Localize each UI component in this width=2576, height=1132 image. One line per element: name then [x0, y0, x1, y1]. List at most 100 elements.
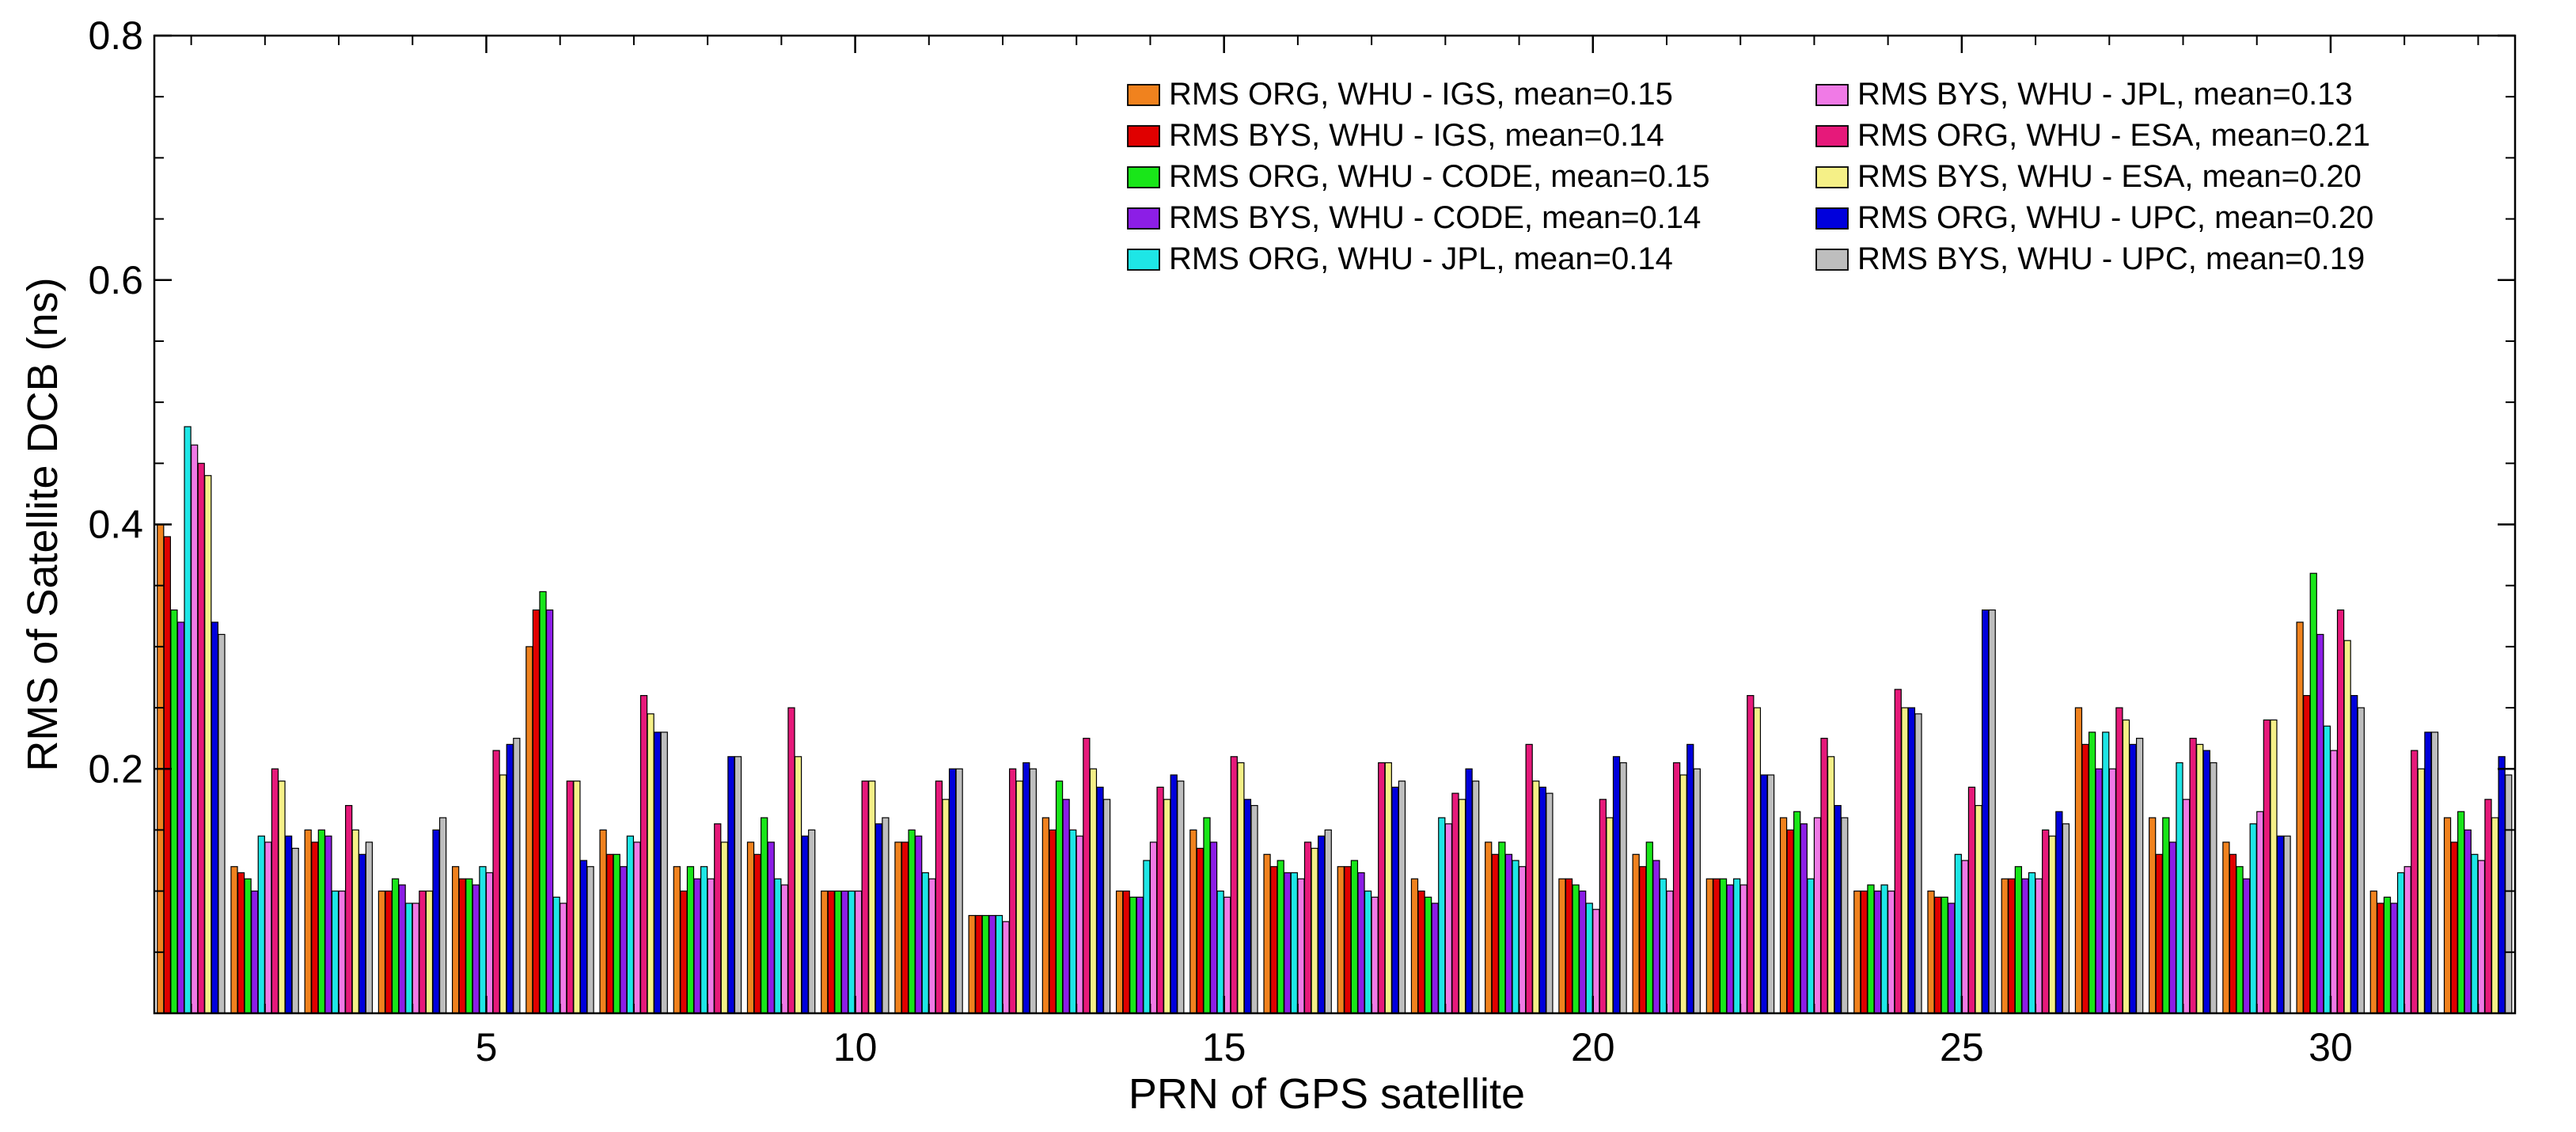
bar-prn11-series2: [901, 841, 909, 1014]
bar-prn17-series6: [1371, 896, 1379, 1014]
legend-label-9: RMS ORG, WHU - UPC, mean=0.20: [1857, 200, 2373, 235]
bar-prn30-series2: [2303, 695, 2311, 1014]
bar-prn4-series7: [419, 891, 427, 1014]
bar-prn13-series1: [1041, 817, 1050, 1014]
bar-prn7-series6: [633, 841, 641, 1014]
bar-prn5-series9: [506, 743, 514, 1014]
bar-prn26-series1: [2001, 878, 2009, 1014]
bar-prn17-series3: [1350, 860, 1359, 1014]
legend-label-7: RMS ORG, WHU - ESA, mean=0.21: [1857, 118, 2370, 153]
x-tick-label: 5: [476, 1025, 498, 1069]
bar-prn32-series4: [2464, 829, 2472, 1014]
bar-prn20-series5: [1585, 902, 1593, 1014]
legend-swatch-6: [1815, 84, 1849, 106]
y-tick-label: 0.8: [88, 13, 143, 58]
bar-prn29-series4: [2242, 878, 2251, 1014]
bar-prn12-series6: [1002, 921, 1010, 1014]
bar-prn1-series9: [211, 621, 219, 1014]
legend: RMS ORG, WHU - IGS, mean=0.15 RMS BYS, WH…: [1127, 77, 2373, 276]
bar-prn3-series8: [351, 829, 359, 1014]
bar-prn27-series8: [2122, 719, 2130, 1014]
bar-prn10-series3: [834, 891, 842, 1014]
bar-prn3-series4: [324, 835, 332, 1014]
bar-prn27-series1: [2074, 707, 2083, 1014]
bar-prn32-series10: [2505, 774, 2513, 1014]
bar-prn24-series6: [1887, 891, 1895, 1014]
bar-prn2-series8: [278, 781, 286, 1014]
bar-prn3-series9: [359, 853, 366, 1014]
bar-prn8-series6: [707, 878, 715, 1014]
bar-prn7-series8: [647, 713, 654, 1014]
bar-prn13-series5: [1069, 829, 1077, 1014]
bar-prn6-series1: [525, 646, 533, 1014]
bar-prn17-series1: [1337, 866, 1345, 1014]
bar-prn19-series6: [1518, 866, 1527, 1014]
bar-prn23-series3: [1793, 811, 1801, 1014]
bar-prn18-series3: [1424, 896, 1432, 1014]
bar-prn18-series1: [1410, 878, 1419, 1014]
bar-prn21-series3: [1645, 841, 1653, 1014]
bar-prn13-series8: [1089, 768, 1098, 1014]
bar-prn16-series1: [1263, 853, 1271, 1014]
legend-label-5: RMS ORG, WHU - JPL, mean=0.14: [1169, 241, 1673, 276]
bar-prn26-series2: [2008, 878, 2016, 1014]
bar-prn27-series7: [2115, 707, 2123, 1014]
bar-prn17-series2: [1344, 866, 1352, 1014]
bar-prn25-series4: [1948, 902, 1956, 1014]
bar-prn30-series5: [2323, 725, 2331, 1014]
bar-prn21-series5: [1659, 878, 1667, 1014]
bar-prn14-series9: [1170, 774, 1178, 1014]
bar-prn28-series5: [2176, 762, 2183, 1014]
bar-prn10-series5: [848, 891, 856, 1014]
bar-prn31-series8: [2417, 768, 2426, 1014]
bar-prn9-series5: [774, 878, 782, 1014]
bar-prn6-series4: [545, 609, 554, 1014]
bar-prn13-series4: [1062, 799, 1070, 1014]
bar-prn29-series6: [2256, 811, 2264, 1014]
legend-swatch-4: [1127, 207, 1160, 230]
bar-prn22-series1: [1705, 878, 1714, 1014]
bar-prn7-series1: [599, 829, 607, 1014]
bar-prn31-series5: [2397, 872, 2405, 1014]
bar-prn1-series6: [191, 444, 199, 1014]
bar-prn31-series10: [2430, 731, 2439, 1014]
bar-prn21-series1: [1632, 853, 1640, 1014]
bar-prn1-series7: [197, 462, 205, 1014]
bar-prn12-series3: [981, 914, 989, 1014]
bar-prn18-series10: [1472, 781, 1480, 1014]
bar-prn30-series10: [2357, 707, 2365, 1014]
x-tick-label: 30: [2309, 1025, 2353, 1069]
x-tick-label: 20: [1571, 1025, 1615, 1069]
bar-prn2-series6: [264, 841, 272, 1014]
bar-prn4-series2: [385, 891, 393, 1014]
bar-prn27-series5: [2102, 731, 2110, 1014]
y-tick-label: 0.2: [88, 746, 143, 791]
bar-prn20-series8: [1606, 817, 1614, 1014]
bar-prn1-series3: [170, 609, 178, 1014]
bar-prn31-series6: [2403, 866, 2411, 1014]
bar-prn7-series4: [620, 866, 628, 1014]
bar-prn14-series10: [1177, 781, 1185, 1014]
bar-prn7-series5: [626, 835, 635, 1014]
bar-prn20-series7: [1599, 799, 1607, 1014]
bar-prn19-series3: [1498, 841, 1506, 1014]
bar-prn7-series7: [639, 695, 648, 1014]
bar-prn22-series2: [1713, 878, 1720, 1014]
bar-prn7-series2: [606, 853, 614, 1014]
bar-prn30-series4: [2316, 633, 2324, 1014]
bar-prn25-series9: [1981, 609, 1990, 1014]
bars-layer: [157, 426, 2513, 1014]
bar-prn2-series9: [284, 835, 293, 1014]
bar-prn19-series4: [1504, 853, 1513, 1014]
bar-prn10-series9: [874, 823, 882, 1014]
bar-prn24-series8: [1901, 707, 1909, 1014]
bar-prn25-series3: [1941, 896, 1948, 1014]
bar-prn8-series8: [720, 841, 728, 1014]
bar-prn19-series1: [1485, 841, 1493, 1014]
bar-prn16-series5: [1290, 872, 1298, 1014]
legend-label-8: RMS BYS, WHU - ESA, mean=0.20: [1857, 159, 2362, 194]
bar-prn7-series3: [613, 853, 620, 1014]
bar-prn31-series7: [2411, 750, 2419, 1014]
bar-prn13-series10: [1102, 799, 1111, 1014]
bar-prn3-series1: [304, 829, 312, 1014]
